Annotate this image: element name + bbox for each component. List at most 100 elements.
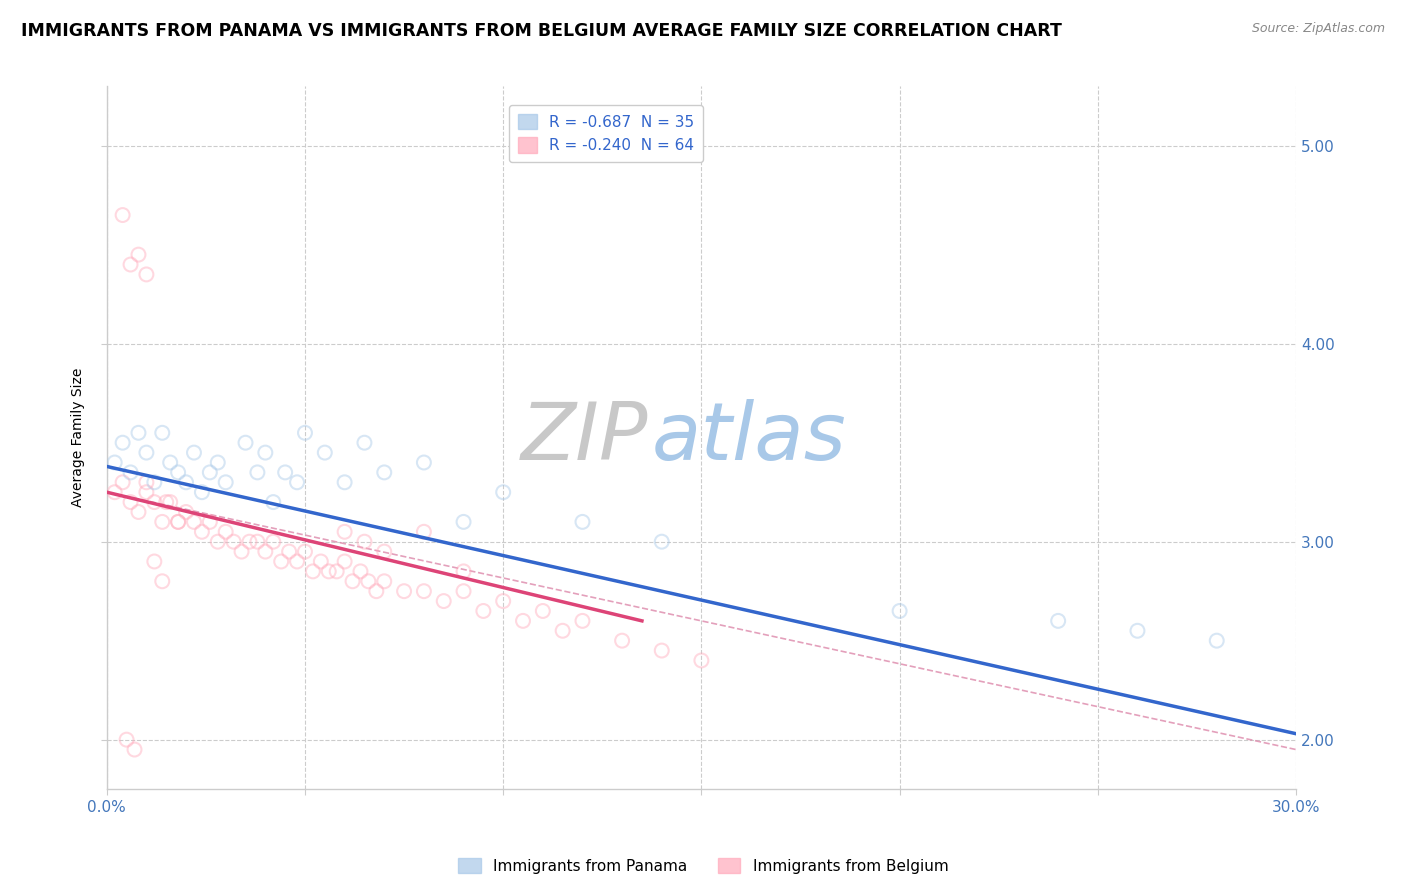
- Point: [453, 515, 475, 529]
- Point: [207, 534, 229, 549]
- Point: [412, 584, 434, 599]
- Point: [246, 466, 269, 480]
- Point: [159, 495, 181, 509]
- Point: [262, 534, 284, 549]
- Text: Source: ZipAtlas.com: Source: ZipAtlas.com: [1251, 22, 1385, 36]
- Point: [124, 742, 146, 756]
- Point: [143, 554, 166, 568]
- Point: [127, 247, 149, 261]
- Point: [222, 534, 245, 549]
- Point: [215, 524, 238, 539]
- Point: [294, 425, 316, 440]
- Legend: R = -0.687  N = 35, R = -0.240  N = 64: R = -0.687 N = 35, R = -0.240 N = 64: [509, 104, 703, 162]
- Point: [889, 604, 911, 618]
- Text: IMMIGRANTS FROM PANAMA VS IMMIGRANTS FROM BELGIUM AVERAGE FAMILY SIZE CORRELATIO: IMMIGRANTS FROM PANAMA VS IMMIGRANTS FRO…: [21, 22, 1062, 40]
- Point: [349, 565, 371, 579]
- Point: [285, 554, 308, 568]
- Point: [333, 554, 356, 568]
- Point: [150, 574, 173, 589]
- Point: [238, 534, 260, 549]
- Point: [571, 515, 593, 529]
- Point: [167, 515, 190, 529]
- Point: [191, 485, 214, 500]
- Point: [278, 544, 301, 558]
- Legend: Immigrants from Panama, Immigrants from Belgium: Immigrants from Panama, Immigrants from …: [451, 852, 955, 880]
- Point: [690, 653, 713, 667]
- Point: [127, 505, 149, 519]
- Point: [254, 544, 277, 558]
- Point: [262, 495, 284, 509]
- Point: [333, 475, 356, 490]
- Point: [215, 475, 238, 490]
- Point: [492, 594, 515, 608]
- Y-axis label: Average Family Size: Average Family Size: [72, 368, 86, 508]
- Point: [246, 534, 269, 549]
- Point: [651, 643, 673, 657]
- Point: [111, 208, 134, 222]
- Point: [571, 614, 593, 628]
- Point: [159, 455, 181, 469]
- Point: [366, 584, 388, 599]
- Point: [309, 554, 332, 568]
- Point: [274, 466, 297, 480]
- Point: [353, 534, 375, 549]
- Point: [150, 425, 173, 440]
- Point: [551, 624, 574, 638]
- Point: [302, 565, 325, 579]
- Point: [183, 445, 205, 459]
- Point: [453, 565, 475, 579]
- Point: [392, 584, 415, 599]
- Point: [512, 614, 534, 628]
- Point: [198, 466, 221, 480]
- Point: [135, 475, 157, 490]
- Point: [111, 475, 134, 490]
- Point: [183, 515, 205, 529]
- Point: [353, 435, 375, 450]
- Text: atlas: atlas: [651, 399, 846, 476]
- Point: [1047, 614, 1070, 628]
- Point: [285, 475, 308, 490]
- Point: [235, 435, 257, 450]
- Point: [231, 544, 253, 558]
- Point: [115, 732, 138, 747]
- Point: [373, 574, 395, 589]
- Point: [150, 515, 173, 529]
- Point: [127, 425, 149, 440]
- Point: [135, 445, 157, 459]
- Point: [1126, 624, 1149, 638]
- Point: [373, 466, 395, 480]
- Point: [167, 466, 190, 480]
- Point: [531, 604, 554, 618]
- Point: [104, 485, 127, 500]
- Point: [294, 544, 316, 558]
- Point: [207, 455, 229, 469]
- Point: [373, 544, 395, 558]
- Point: [167, 515, 190, 529]
- Point: [155, 495, 177, 509]
- Point: [492, 485, 515, 500]
- Point: [254, 445, 277, 459]
- Point: [174, 505, 197, 519]
- Point: [453, 584, 475, 599]
- Point: [135, 485, 157, 500]
- Point: [412, 455, 434, 469]
- Text: ZIP: ZIP: [520, 399, 648, 476]
- Point: [318, 565, 340, 579]
- Point: [111, 435, 134, 450]
- Point: [120, 258, 142, 272]
- Point: [135, 268, 157, 282]
- Point: [342, 574, 364, 589]
- Point: [104, 455, 127, 469]
- Point: [143, 475, 166, 490]
- Point: [412, 524, 434, 539]
- Point: [174, 475, 197, 490]
- Point: [651, 534, 673, 549]
- Point: [433, 594, 456, 608]
- Point: [120, 495, 142, 509]
- Point: [143, 495, 166, 509]
- Point: [1205, 633, 1227, 648]
- Point: [198, 515, 221, 529]
- Point: [270, 554, 292, 568]
- Point: [325, 565, 347, 579]
- Point: [191, 524, 214, 539]
